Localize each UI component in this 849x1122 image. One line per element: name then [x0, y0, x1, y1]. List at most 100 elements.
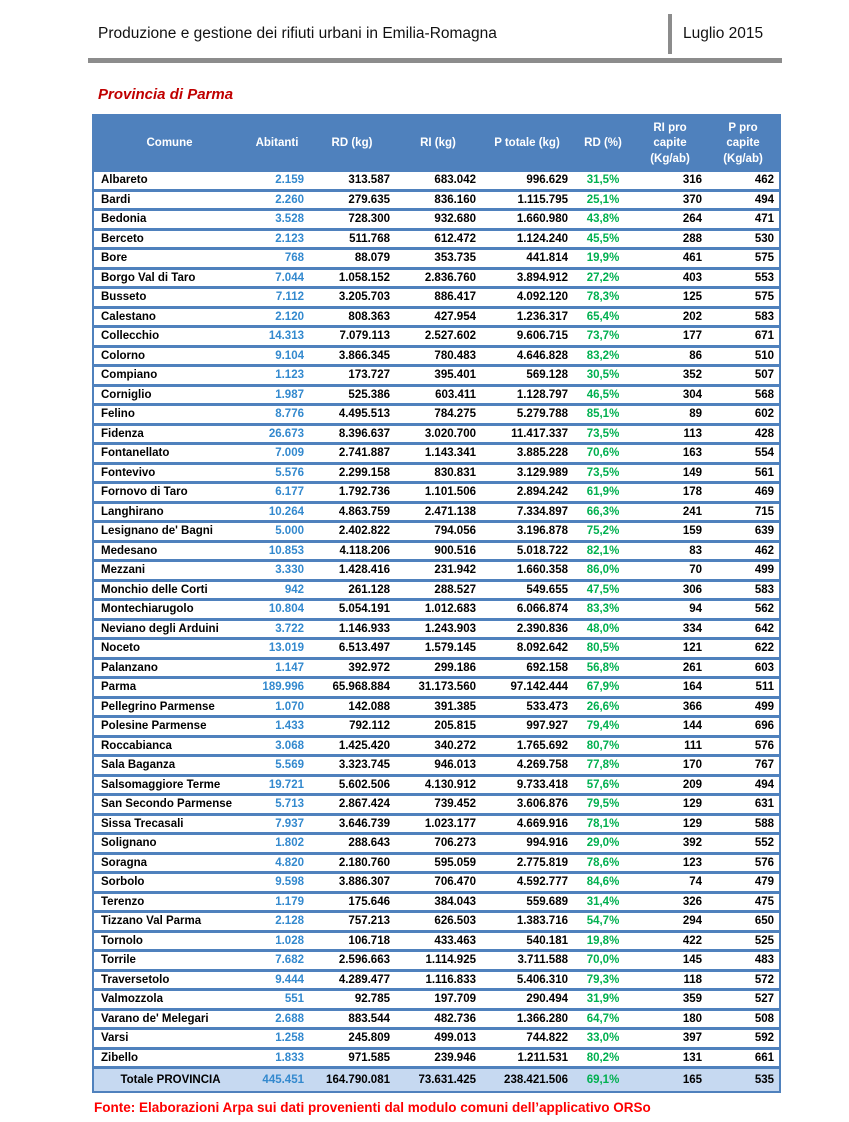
cell-p_pro_capite: 471	[707, 209, 780, 231]
cell-rd_pct: 80,5%	[573, 638, 633, 660]
cell-comune: Bore	[93, 248, 245, 270]
cell-ri_kg: 231.942	[395, 560, 481, 582]
cell-ri_pro_capite: 422	[633, 931, 707, 952]
cell-ri_kg: 683.042	[395, 172, 481, 192]
total-cell-ri_kg: 73.631.425	[395, 1067, 481, 1092]
cell-p_pro_capite: 622	[707, 638, 780, 660]
cell-ri_pro_capite: 170	[633, 755, 707, 777]
cell-ri_pro_capite: 366	[633, 697, 707, 718]
cell-abitanti: 10.804	[245, 599, 309, 621]
cell-rd_kg: 2.299.158	[309, 463, 395, 484]
cell-rd_kg: 4.118.206	[309, 541, 395, 562]
cell-rd_pct: 25,1%	[573, 190, 633, 211]
cell-comune: Tizzano Val Parma	[93, 911, 245, 933]
table-row: Berceto 2.123 511.768 612.472 1.124.240 45,5%…	[93, 229, 780, 250]
cell-p_pro_capite: 499	[707, 697, 780, 718]
cell-rd_pct: 29,0%	[573, 833, 633, 855]
cell-rd_kg: 245.809	[309, 1028, 395, 1050]
cell-ri_kg: 706.273	[395, 833, 481, 855]
cell-comune: San Secondo Parmense	[93, 794, 245, 816]
table-row: Collecchio 14.313 7.079.113 2.527.602 9.606.…	[93, 326, 780, 348]
cell-ri_pro_capite: 294	[633, 911, 707, 933]
cell-ri_pro_capite: 177	[633, 326, 707, 348]
cell-ri_kg: 205.815	[395, 716, 481, 738]
cell-comune: Mezzani	[93, 560, 245, 582]
cell-rd_pct: 78,3%	[573, 287, 633, 309]
cell-rd_pct: 54,7%	[573, 911, 633, 933]
cell-rd_pct: 86,0%	[573, 560, 633, 582]
cell-abitanti: 4.820	[245, 853, 309, 874]
table-body: Albareto 2.159 313.587 683.042 996.629 31,5% 3…	[93, 172, 780, 1069]
table-row: Parma 189.996 65.968.884 31.173.560 97.142.4…	[93, 677, 780, 699]
column-header-ri_pro_capite: RI pro capite (Kg/ab)	[633, 115, 707, 172]
cell-p_totale_kg: 2.894.242	[481, 482, 573, 504]
cell-abitanti: 9.598	[245, 872, 309, 894]
cell-p_totale_kg: 3.711.588	[481, 950, 573, 972]
cell-ri_kg: 433.463	[395, 931, 481, 952]
total-cell-p_pro_capite: 535	[707, 1067, 780, 1092]
table-row: Varano de' Melegari 2.688 883.544 482.736 1.…	[93, 1009, 780, 1030]
table-row: Borgo Val di Taro 7.044 1.058.152 2.836.760…	[93, 268, 780, 289]
cell-p_pro_capite: 602	[707, 404, 780, 426]
cell-p_totale_kg: 4.269.758	[481, 755, 573, 777]
cell-rd_kg: 728.300	[309, 209, 395, 231]
cell-abitanti: 551	[245, 989, 309, 1011]
cell-abitanti: 1.802	[245, 833, 309, 855]
cell-p_pro_capite: 552	[707, 833, 780, 855]
cell-rd_kg: 142.088	[309, 697, 395, 718]
cell-rd_pct: 48,0%	[573, 619, 633, 640]
table-row: Lesignano de' Bagni 5.000 2.402.822 794.056…	[93, 521, 780, 543]
document-title: Produzione e gestione dei rifiuti urbani…	[98, 25, 497, 42]
cell-p_pro_capite: 462	[707, 172, 780, 192]
cell-p_pro_capite: 462	[707, 541, 780, 562]
cell-ri_pro_capite: 397	[633, 1028, 707, 1050]
cell-ri_pro_capite: 334	[633, 619, 707, 640]
cell-p_totale_kg: 4.592.777	[481, 872, 573, 894]
cell-p_totale_kg: 1.211.531	[481, 1048, 573, 1069]
cell-ri_pro_capite: 304	[633, 385, 707, 406]
cell-ri_pro_capite: 209	[633, 775, 707, 796]
cell-ri_kg: 1.101.506	[395, 482, 481, 504]
cell-p_totale_kg: 5.406.310	[481, 970, 573, 991]
cell-rd_kg: 261.128	[309, 580, 395, 601]
table-row: Fontanellato 7.009 2.741.887 1.143.341 3.885…	[93, 443, 780, 465]
cell-abitanti: 19.721	[245, 775, 309, 796]
cell-ri_kg: 886.417	[395, 287, 481, 309]
table-row: Bore 768 88.079 353.735 441.814 19,9% 461 575	[93, 248, 780, 270]
cell-comune: Medesano	[93, 541, 245, 562]
cell-p_totale_kg: 1.128.797	[481, 385, 573, 406]
cell-p_totale_kg: 3.885.228	[481, 443, 573, 465]
cell-p_pro_capite: 469	[707, 482, 780, 504]
column-header-p_pro_capite: P pro capite (Kg/ab)	[707, 115, 780, 172]
cell-rd_kg: 511.768	[309, 229, 395, 250]
table-row: Polesine Parmense 1.433 792.112 205.815 997.…	[93, 716, 780, 738]
cell-comune: Langhirano	[93, 502, 245, 523]
cell-ri_pro_capite: 89	[633, 404, 707, 426]
cell-comune: Sala Baganza	[93, 755, 245, 777]
cell-comune: Fornovo di Taro	[93, 482, 245, 504]
cell-ri_kg: 3.020.700	[395, 424, 481, 445]
cell-ri_pro_capite: 403	[633, 268, 707, 289]
cell-ri_kg: 499.013	[395, 1028, 481, 1050]
table-row: Corniglio 1.987 525.386 603.411 1.128.797 46,…	[93, 385, 780, 406]
cell-rd_kg: 1.146.933	[309, 619, 395, 640]
cell-ri_pro_capite: 144	[633, 716, 707, 738]
total-cell-rd_kg: 164.790.081	[309, 1067, 395, 1092]
cell-abitanti: 3.528	[245, 209, 309, 231]
cell-rd_pct: 79,5%	[573, 794, 633, 816]
table-row: Traversetolo 9.444 4.289.477 1.116.833 5.406…	[93, 970, 780, 991]
cell-p_totale_kg: 1.236.317	[481, 307, 573, 328]
cell-ri_kg: 1.579.145	[395, 638, 481, 660]
cell-p_totale_kg: 2.390.836	[481, 619, 573, 640]
cell-rd_pct: 78,1%	[573, 814, 633, 835]
cell-ri_kg: 427.954	[395, 307, 481, 328]
cell-rd_kg: 3.323.745	[309, 755, 395, 777]
cell-abitanti: 10.264	[245, 502, 309, 523]
cell-rd_pct: 79,3%	[573, 970, 633, 991]
cell-rd_kg: 2.741.887	[309, 443, 395, 465]
cell-p_totale_kg: 97.142.444	[481, 677, 573, 699]
cell-ri_kg: 612.472	[395, 229, 481, 250]
cell-p_totale_kg: 6.066.874	[481, 599, 573, 621]
table-row: Noceto 13.019 6.513.497 1.579.145 8.092.642 8…	[93, 638, 780, 660]
cell-rd_kg: 1.425.420	[309, 736, 395, 757]
